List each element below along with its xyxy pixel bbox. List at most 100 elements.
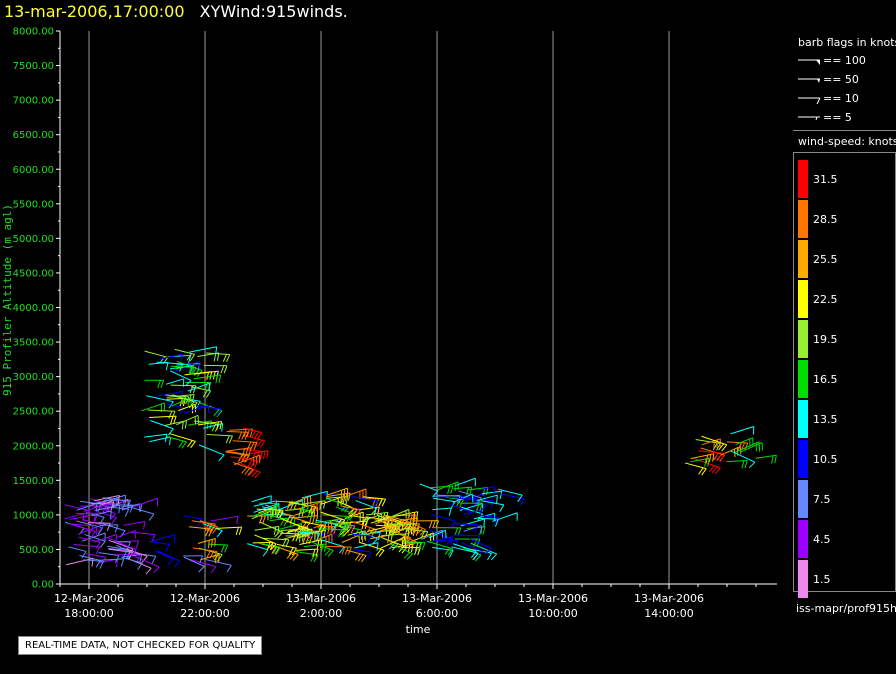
barb-staff — [144, 350, 168, 358]
wind-barb — [94, 533, 118, 543]
barb-flag — [236, 516, 239, 525]
barb-flag — [192, 385, 197, 394]
wind-barb — [199, 402, 223, 418]
barb-flag — [308, 505, 313, 514]
barb-flag — [485, 547, 492, 555]
barb-staff — [726, 441, 748, 444]
barb-flag — [109, 513, 116, 521]
barb-flag — [271, 546, 277, 555]
wind-barb — [352, 533, 372, 544]
barb-flag — [354, 553, 361, 561]
barb-flag — [741, 460, 745, 469]
barb-flag — [235, 527, 239, 536]
barb-flag — [243, 429, 247, 438]
barb-staff — [301, 521, 326, 527]
wind-barb — [259, 521, 284, 539]
barb-staff — [383, 514, 408, 522]
barb-flag — [273, 526, 277, 535]
legend-panel: barb flags in knots == 100 == 50 == 10 == 5… — [793, 30, 896, 622]
color-swatch-label: 10.5 — [813, 453, 838, 466]
wind-barb — [280, 532, 300, 542]
barb-flag — [168, 436, 172, 446]
barb-flag — [204, 522, 210, 531]
barb-flag — [448, 507, 452, 516]
barb-flag — [473, 538, 478, 547]
barb-staff — [166, 397, 186, 400]
barb-staff — [451, 546, 479, 554]
barb-flag — [272, 546, 278, 554]
barb-staff — [430, 513, 456, 522]
barb-flag — [274, 547, 280, 555]
wind-barb — [391, 508, 410, 519]
barb-flag — [135, 540, 140, 549]
barb-flag — [208, 523, 213, 531]
barb-flag — [124, 508, 130, 517]
barb-staff — [65, 557, 94, 566]
barb-staff — [134, 497, 158, 508]
barb-flag — [173, 416, 177, 424]
barb-flag — [263, 451, 266, 460]
barb-staff — [151, 534, 175, 542]
barb-staff — [280, 528, 308, 531]
barb-staff — [299, 531, 320, 534]
barb-flag — [476, 502, 480, 511]
wind-barb — [451, 546, 479, 561]
barb-staff — [158, 353, 183, 360]
barb-staff — [164, 402, 185, 409]
wind-barb — [170, 365, 197, 375]
barb-flag — [184, 420, 187, 429]
barb-flag — [215, 346, 218, 355]
barb-staff — [187, 382, 210, 392]
barb-flag — [206, 390, 212, 398]
wind-barb — [389, 523, 415, 532]
barb-flag — [208, 540, 210, 549]
barb-flag — [276, 509, 281, 518]
color-swatch-label: 19.5 — [813, 333, 838, 346]
barb-flag — [479, 502, 483, 511]
barb-flag — [238, 526, 243, 535]
x-tick-date: 13-Mar-2006 — [634, 592, 704, 605]
barb-flag — [338, 529, 343, 538]
barb-flag — [456, 499, 461, 507]
barb-staff — [121, 556, 143, 564]
barb-flag — [195, 401, 201, 409]
barb-staff — [251, 507, 277, 518]
barb-flag — [407, 544, 411, 553]
wind-barb — [130, 506, 155, 521]
color-swatch — [798, 320, 808, 358]
color-swatch-label: 1.5 — [813, 573, 831, 586]
color-swatch — [798, 280, 808, 318]
barb-flag — [285, 539, 290, 548]
wind-barb — [131, 552, 157, 564]
barb-staff — [471, 499, 494, 504]
barb-flag — [324, 548, 331, 556]
barb-staff — [94, 533, 117, 543]
barb-flag — [432, 520, 436, 529]
y-tick-label: 7500.00 — [13, 61, 54, 72]
wind-barb — [107, 545, 128, 557]
barb-flag — [418, 542, 423, 550]
wind-barb — [196, 405, 222, 417]
wind-barb — [254, 534, 277, 551]
barb-flag — [480, 504, 487, 512]
barb-flag — [214, 538, 216, 547]
barb-staff — [498, 488, 523, 496]
barb-flag — [343, 529, 350, 537]
legend-barb-pennant — [816, 60, 820, 65]
barb-staff — [478, 517, 499, 520]
x-tick-date: 13-Mar-2006 — [402, 592, 472, 605]
barb-flag — [341, 493, 345, 502]
wind-barb — [726, 441, 749, 451]
barb-flag — [346, 523, 352, 531]
barb-flag — [721, 444, 728, 452]
barb-staff — [146, 395, 174, 403]
barb-staff — [433, 497, 455, 503]
barb-flag — [209, 420, 212, 429]
barb-flag — [748, 461, 756, 469]
barb-flag — [714, 452, 719, 461]
barb-flag — [450, 485, 454, 494]
barb-staff — [280, 532, 299, 535]
barb-flag — [223, 365, 228, 374]
barb-flag — [188, 355, 192, 364]
wind-barb — [247, 515, 266, 524]
